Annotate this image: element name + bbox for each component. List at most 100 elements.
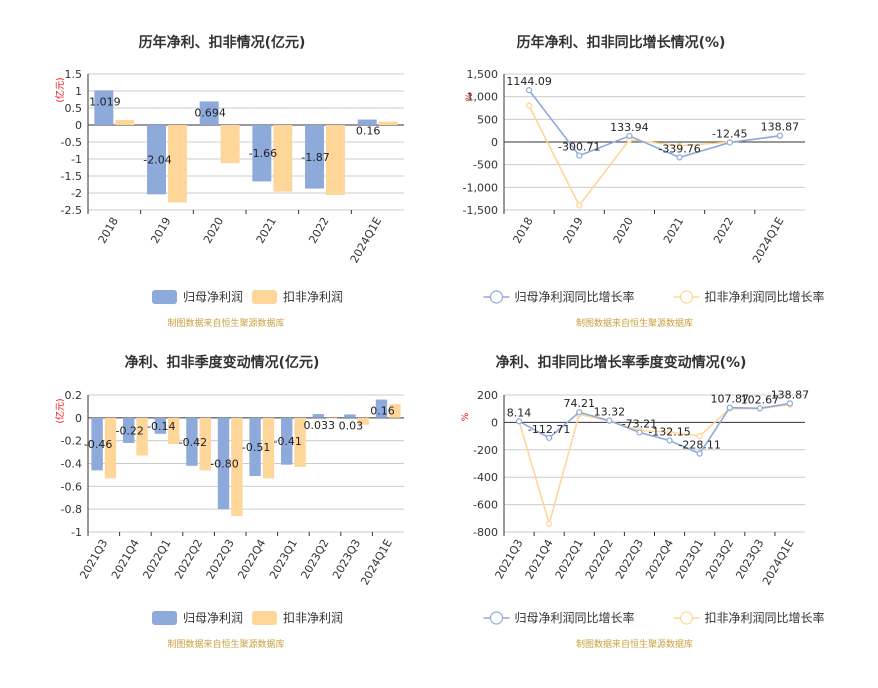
bar-b [220,125,240,164]
bar-b [326,125,345,196]
bar-b [115,119,135,125]
series-point [776,132,784,139]
bar-a [154,417,166,434]
legend-label[interactable]: 扣非净利润 [283,611,343,625]
legend[interactable]: 归母净利润 扣非净利润 [152,611,343,625]
series-point [606,417,613,424]
chart-1: 历年净利、扣非情况(亿元) (亿元)1.5 1 0.5 0 -0.5 -1 -1.5 -2 -2.… [54,34,404,329]
data-label: -132.15 [648,426,690,439]
bar-a [305,125,324,189]
legend[interactable]: 归母净利润 扣非净利润 [152,290,343,304]
y-tick-label: -0.4 [61,458,82,471]
x-tick-label: 2024Q1E [348,215,385,265]
x-tick-label: 2022Q1 [553,537,586,581]
series-point [666,428,673,436]
legend-swatch[interactable] [152,290,177,304]
x-tick-label: 2020 [201,215,226,246]
legend[interactable]: 归母净利润同比增长率 扣非净利润同比增长率 [483,289,825,304]
y-tick-label: -1.5 [61,170,82,183]
chart-2: 历年净利、扣非同比增长情况(%)% 1,500 1,000 500 0 -500 -1,00… [463,34,825,329]
legend-label[interactable]: 归母净利润同比增长率 [515,610,635,625]
data-label: 8.14 [507,406,532,419]
series-point [786,400,794,407]
data-label: 0.694 [194,106,226,119]
y-tick-label: 1 [75,85,82,98]
bar-a [199,101,219,125]
data-label: -300.71 [558,141,600,154]
y-tick-label: 0.2 [65,389,83,402]
x-tick-label: 2021 [254,215,279,246]
x-tick-label: 2023Q1 [267,537,300,581]
y-tick-label: -1,000 [463,181,498,194]
data-label: -0.22 [115,424,143,437]
y-tick-label: -0.2 [61,435,82,448]
x-tick-label: 2022Q2 [583,537,616,581]
legend-swatch[interactable] [252,290,277,304]
data-label: -228.11 [678,439,720,452]
data-label: -112.71 [528,423,570,436]
y-tick-label: -2.5 [61,204,82,217]
legend-label[interactable]: 扣非净利润同比增长率 [705,610,825,625]
legend-marker[interactable] [489,611,504,625]
y-tick-label: -600 [473,499,498,512]
series-point [756,405,763,412]
chart-title: 净利、扣非同比增长率季度变动情况(%) [496,354,747,371]
data-label: 13.32 [594,406,626,419]
data-label: -73.21 [622,417,657,430]
x-tick-label: 2023Q2 [299,537,332,581]
legend-swatch[interactable] [152,611,177,625]
bar-a [147,125,166,195]
series-point [726,404,733,411]
x-tick-label: 2022 [711,215,736,246]
legend-label[interactable]: 归母净利润 [183,611,243,625]
series-point [576,152,583,159]
axis-unit-label: % [461,412,471,421]
data-label: -0.42 [179,436,207,449]
x-tick-label: 2023Q1 [673,537,706,581]
x-tick-label: 2022Q4 [235,537,268,581]
y-tick-label: -2 [71,187,82,200]
chart-4: 净利、扣非同比增长率季度变动情况(%)% 200 0 -200 -400 -600 -800… [461,354,825,650]
x-tick-label: 2021Q4 [109,537,142,581]
legend-label[interactable]: 归母净利润同比增长率 [515,289,635,304]
bar-a [252,125,272,182]
legend-marker[interactable] [489,290,504,304]
legend-marker[interactable] [679,611,694,625]
series-point [636,429,643,436]
data-label: -0.46 [84,438,112,451]
data-label: -1.87 [301,151,329,164]
bar-b [231,417,243,517]
data-label: 0.03 [339,419,364,432]
x-tick-label: 2019 [561,215,586,246]
x-tick-label: 2022Q2 [172,537,205,581]
bar-b [262,417,275,479]
series-point [696,433,703,440]
x-tick-label: 2023Q3 [733,537,766,581]
legend-label[interactable]: 归母净利润 [183,290,243,304]
bar-b [168,125,187,203]
chart-title: 净利、扣非季度变动情况(亿元) [125,354,320,371]
x-tick-label: 2018 [96,215,121,246]
source-note: 制图数据来自恒生聚源数据库 [167,638,284,650]
data-label: 0.16 [370,405,395,418]
y-tick-label: -1,500 [463,204,498,217]
chart-title: 历年净利、扣非同比增长情况(%) [517,34,726,51]
legend-swatch[interactable] [252,611,277,625]
y-tick-label: 1,000 [467,91,499,104]
data-label: 107.87 [711,393,750,406]
bar-a [186,417,198,466]
legend-label[interactable]: 扣非净利润 [283,290,343,304]
series-point [726,139,733,146]
bar-a [94,90,114,125]
y-tick-label: 500 [477,113,498,126]
legend-marker[interactable] [679,290,694,304]
legend-label[interactable]: 扣非净利润同比增长率 [705,289,825,304]
series-point [576,409,583,416]
chart-3: 净利、扣非季度变动情况(亿元) (亿元)0.2 0 -0.2 -0.4 -0.6 -0.8 -… [54,354,404,650]
y-tick-label: 0.5 [65,102,83,115]
legend[interactable]: 归母净利润同比增长率 扣非净利润同比增长率 [483,610,825,625]
x-tick-label: 2022Q4 [643,537,676,581]
y-tick-label: 0 [75,119,82,132]
y-tick-label: 1,500 [467,68,499,81]
